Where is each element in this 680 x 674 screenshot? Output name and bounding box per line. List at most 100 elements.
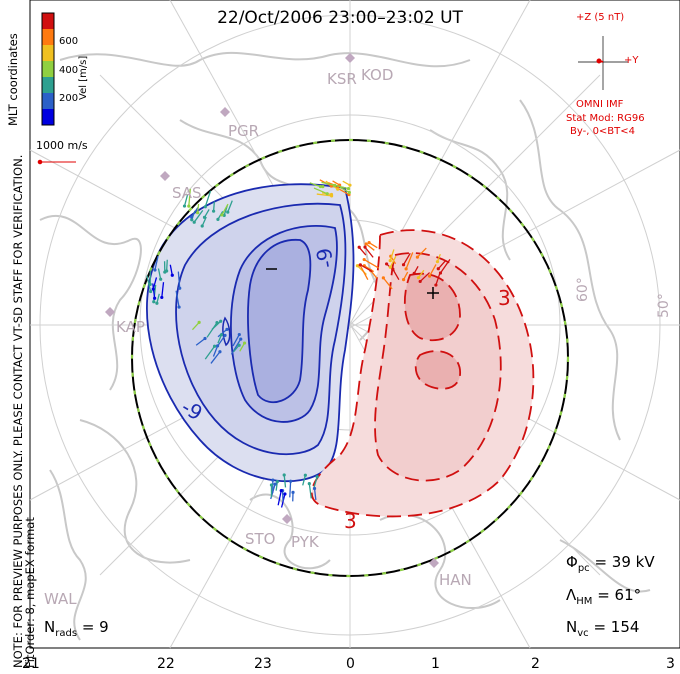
vector-footpoint	[239, 337, 243, 341]
colorbar-border	[41, 12, 55, 126]
vector-footpoint	[195, 211, 200, 215]
contour-label-pos: 3	[498, 286, 511, 310]
colorbar-tick-200: 200	[59, 93, 79, 104]
stat-nrads: Nrads = 9	[44, 618, 109, 639]
velocity-vector	[177, 271, 181, 289]
velocity-vector	[283, 474, 287, 488]
vector-footpoint	[325, 192, 329, 196]
velocity-vector	[405, 252, 414, 270]
vector-footpoint	[415, 255, 420, 259]
radar-label-pgr: PGR	[228, 122, 260, 140]
vector-footpoint	[279, 489, 283, 493]
velocity-vector	[188, 188, 192, 207]
velocity-vector	[183, 194, 189, 207]
vector-footpoint	[226, 210, 230, 214]
vector-footpoint	[219, 333, 224, 337]
vector-footpoint	[307, 481, 311, 486]
map-title: 22/Oct/2006 23:00–23:02 UT	[217, 8, 463, 28]
mlt-hour-3: 3	[666, 656, 675, 672]
vector-footpoint	[282, 473, 286, 477]
vector-footpoint	[242, 341, 247, 345]
colorbar-segment	[42, 45, 54, 62]
coord-label: MLT coordinates	[6, 33, 20, 126]
colorbar-segment	[42, 61, 54, 78]
vector-footpoint	[436, 267, 440, 271]
vector-footpoint	[388, 265, 392, 269]
vector-footpoint	[160, 295, 164, 300]
mlt-hour-22: 22	[157, 656, 175, 672]
positive-cell	[310, 229, 535, 518]
velocity-vector	[191, 207, 199, 218]
velocity-vector	[359, 264, 369, 280]
vector-footpoint	[212, 344, 217, 348]
radar-label-kap: KAP	[116, 318, 145, 336]
vector-footpoint	[283, 492, 287, 496]
velocity-vector	[161, 282, 165, 298]
imf-dial	[578, 36, 628, 90]
velocity-vector	[217, 328, 228, 338]
velocity-vector	[358, 246, 367, 256]
vector-footpoint	[273, 482, 277, 486]
vector-footpoint	[216, 217, 220, 221]
vector-footpoint	[197, 320, 201, 324]
vector-footpoint	[151, 287, 155, 291]
vector-footpoint	[218, 350, 222, 354]
vector-footpoint	[152, 300, 156, 304]
vector-footpoint	[163, 270, 167, 274]
radar-label-han: HAN	[439, 571, 472, 589]
velocity-vector	[363, 258, 380, 269]
velocity-vector	[308, 483, 312, 499]
velocity-vector	[365, 243, 375, 251]
vector-footpoint	[336, 187, 340, 191]
vector-footpoint	[404, 267, 408, 271]
vector-footpoint	[347, 190, 351, 195]
velocity-vector	[364, 246, 374, 258]
mlt-hour-0: 0	[346, 656, 355, 672]
lat-label-60: 60°	[575, 277, 591, 302]
velocity-vector	[389, 249, 395, 261]
velocity-vector	[435, 271, 441, 286]
hm-boundary	[130, 138, 570, 578]
velocity-vector	[402, 252, 411, 266]
velocity-vector	[227, 200, 233, 213]
vector-footpoint	[203, 205, 207, 209]
vector-footpoint	[153, 268, 157, 272]
vector-footpoint	[149, 289, 153, 294]
vector-footpoint	[385, 262, 389, 266]
colorbar-segment	[42, 109, 54, 126]
colorbar-segment	[42, 29, 54, 46]
velocity-vector	[313, 488, 317, 501]
vector-footpoint	[170, 273, 174, 277]
velocity-vector	[360, 264, 373, 273]
radar-label-ksr: KSR	[327, 70, 357, 88]
colorbar-segment	[42, 77, 54, 94]
vector-footpoint	[348, 183, 352, 187]
velocity-vector	[191, 321, 200, 331]
velocity-vector	[201, 216, 207, 227]
vector-footpoint	[225, 327, 229, 331]
velocity-vector	[382, 277, 393, 290]
vector-footpoint	[401, 263, 406, 267]
vector-footpoint	[190, 218, 194, 222]
stat-lambda-hm: ΛHM = 61°	[566, 586, 642, 607]
mlt-hour-23: 23	[254, 656, 272, 672]
vector-footpoint	[178, 286, 182, 290]
vector-footpoint	[355, 264, 360, 268]
fit-order-note: FitOrder: 8, mapEX format	[23, 517, 37, 668]
stat-nvc: Nvc = 154	[566, 618, 640, 639]
imf-by-label: +Y	[624, 55, 639, 66]
vector-footpoint	[434, 283, 438, 287]
velocity-vector	[313, 187, 328, 195]
velocity-vector	[302, 475, 306, 486]
velocity-vector	[309, 182, 321, 188]
velocity-vector	[313, 476, 318, 489]
radar-label-kod: KOD	[361, 66, 394, 84]
colorbar-segment	[42, 13, 54, 30]
vector-footpoint	[223, 333, 227, 337]
vector-footpoint	[220, 213, 224, 217]
vector-footpoint	[303, 473, 307, 477]
vector-footpoint	[363, 245, 367, 249]
velocity-vector	[331, 183, 349, 190]
contour-label-neg: -9	[311, 246, 339, 270]
